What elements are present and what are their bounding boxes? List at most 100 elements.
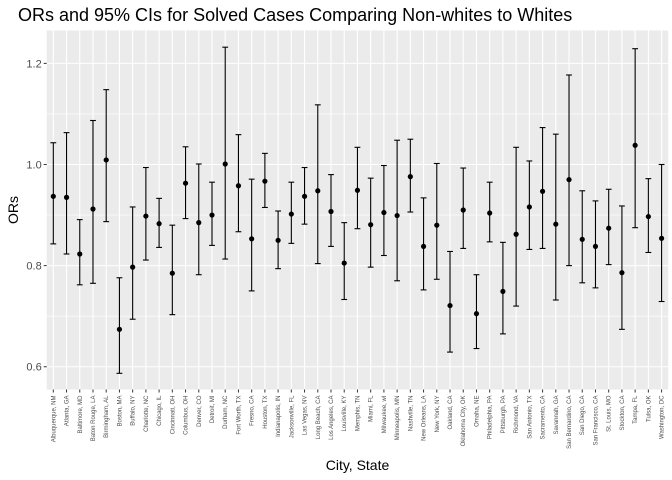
or-point — [196, 220, 202, 226]
x-tick-label: Houston, TX — [263, 396, 269, 429]
chart-title: ORs and 95% CIs for Solved Cases Compari… — [18, 5, 572, 25]
x-tick-label: Charlotte, NC — [144, 395, 150, 432]
or-point — [103, 157, 109, 163]
x-tick-label: St. Louis, MO — [607, 395, 613, 432]
x-tick-label: San Francisco, CA — [593, 396, 599, 446]
or-point — [143, 213, 149, 219]
or-point — [447, 302, 453, 309]
x-tick-label: Tampa, FL — [633, 395, 639, 424]
x-tick-label: Baton Rouge, LA — [91, 396, 97, 442]
x-tick-label: Washington, DC — [660, 395, 666, 439]
x-tick-label: Minneapolis, MN — [395, 396, 401, 441]
x-tick-label: Durham, NC — [223, 395, 229, 429]
x-tick-label: New Orleans, LA — [422, 396, 428, 441]
or-point — [500, 288, 506, 295]
or-point — [513, 231, 519, 237]
or-point — [434, 222, 440, 228]
or-point — [90, 206, 96, 212]
x-tick-label: Pittsburgh, PA — [501, 396, 507, 434]
or-point — [116, 326, 123, 332]
x-tick-label: Tulsa, OK — [646, 396, 652, 422]
or-point — [539, 188, 546, 194]
x-tick-label: Denver, CO — [197, 395, 203, 427]
y-tick-label: 0.8 — [26, 261, 41, 273]
x-tick-label: San Bernardino, CA — [567, 396, 573, 449]
axis-layer: 0.6 0.8 1.0 1.2 Albuquerque, NM Atlanta, GA Ba… — [26, 58, 665, 449]
or-point — [487, 210, 493, 216]
x-tick-label: Nashville, TN — [408, 396, 414, 432]
x-tick-label: Fresno, CA — [250, 396, 256, 426]
or-point — [275, 237, 281, 243]
or-point — [235, 183, 242, 189]
or-point — [209, 212, 215, 218]
x-tick-label: Omaha, NE — [474, 396, 480, 427]
or-point — [553, 221, 559, 227]
or-point — [341, 260, 347, 266]
or-point — [619, 270, 625, 276]
or-point — [645, 213, 651, 220]
or-point — [579, 236, 585, 242]
x-tick-label: Oklahoma City, OK — [461, 396, 467, 447]
or-point — [592, 243, 599, 250]
or-point — [262, 178, 268, 184]
or-point — [632, 142, 638, 148]
or-point — [249, 236, 255, 242]
or-point — [460, 207, 466, 213]
x-tick-label: Buffalo, NY — [131, 396, 137, 426]
or-point — [354, 187, 361, 193]
x-tick-label: Jacksonville, FL — [289, 395, 295, 438]
or-point — [288, 211, 294, 217]
x-tick-label: Milwaukee, wI — [382, 395, 388, 433]
or-point — [381, 209, 387, 216]
or-point — [182, 180, 189, 186]
x-tick-label: Stockton, CA — [620, 396, 626, 431]
or-point — [77, 251, 83, 257]
or-point — [301, 193, 308, 199]
or-point — [420, 243, 427, 250]
x-tick-label: Cincinnati, OH — [170, 396, 176, 435]
y-tick-label: 1.0 — [26, 159, 41, 171]
or-point — [566, 177, 572, 183]
mark-layer — [50, 46, 665, 374]
x-tick-label: New York, NY — [435, 396, 441, 433]
or-point — [407, 174, 413, 180]
x-tick-label: Boston, MA — [117, 396, 123, 427]
x-tick-label: Louisville, KY — [342, 396, 348, 432]
x-tick-label: Long Beach, CA — [316, 396, 322, 440]
x-tick-label: San Diego, CA — [580, 396, 586, 436]
y-axis-title: ORs — [5, 196, 21, 224]
or-point — [368, 222, 374, 228]
or-point — [658, 235, 665, 241]
x-tick-label: Albuquerque, NM — [51, 396, 57, 443]
or-point — [473, 311, 480, 317]
or-point — [526, 204, 532, 210]
x-tick-label: Columbus, OH — [184, 396, 190, 435]
or-point — [169, 270, 175, 276]
or-point — [222, 161, 228, 167]
or-point — [130, 264, 136, 270]
x-tick-label: Savannah, GA — [554, 396, 560, 435]
x-tick-label: Las Vegas, NV — [303, 396, 309, 436]
or-point — [315, 188, 321, 194]
x-tick-label: Sacramento, CA — [541, 396, 547, 440]
x-tick-label: Chicago, IL — [157, 395, 163, 426]
x-tick-label: Fort Worth, TX — [236, 396, 242, 435]
x-tick-label: Oakland, CA — [448, 396, 454, 430]
x-tick-label: Memphis, TN — [355, 396, 361, 432]
x-tick-label: Richmond, VA — [514, 396, 520, 434]
y-tick-label: 1.2 — [26, 58, 41, 70]
x-tick-label: Philadelphia, PA — [488, 396, 494, 440]
or-point — [328, 208, 334, 215]
or-point — [63, 194, 70, 200]
x-tick-label: Baltimore, MD — [78, 395, 84, 434]
y-tick-label: 0.6 — [26, 362, 41, 374]
x-tick-label: Atlanta, GA — [65, 396, 71, 427]
x-tick-label: Miami, FL — [369, 395, 375, 422]
x-tick-label: Detroit, MI — [210, 395, 216, 423]
x-tick-label: Birmingham, AL — [104, 395, 110, 438]
x-axis-title: City, State — [326, 457, 390, 473]
or-point — [606, 225, 612, 231]
x-tick-label: Los Angeles, CA — [329, 396, 335, 440]
